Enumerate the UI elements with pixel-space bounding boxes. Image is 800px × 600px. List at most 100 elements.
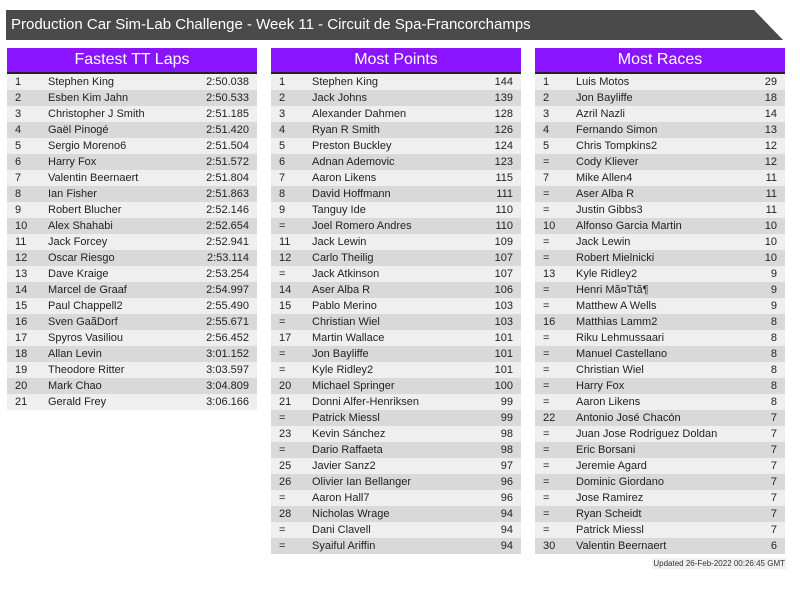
table-row: 2 Jon Bayliffe 18: [535, 90, 785, 106]
table-row: 19 Theodore Ritter 3:03.597: [7, 362, 257, 378]
rank-cell: =: [279, 348, 286, 360]
table-row: 11 Jack Lewin 109: [271, 234, 521, 250]
driver-name-cell: Fernando Simon: [576, 124, 658, 136]
table-row: 20 Michael Springer 100: [271, 378, 521, 394]
driver-name-cell: Christian Wiel: [576, 364, 644, 376]
driver-name-cell: Stephen King: [48, 76, 115, 88]
value-cell: 103: [494, 316, 513, 328]
driver-name-cell: Sergio Moreno6: [48, 140, 127, 152]
rank-cell: 17: [15, 332, 28, 344]
driver-name-cell: Aser Alba R: [312, 284, 371, 296]
table-row: 16 Sven GaãDorf 2:55.671: [7, 314, 257, 330]
value-cell: 110: [495, 220, 513, 232]
table-header: Most Races: [535, 48, 785, 74]
table-row: = Harry Fox 8: [535, 378, 785, 394]
rank-cell: 7: [543, 172, 550, 184]
rank-cell: =: [543, 492, 550, 504]
driver-name-cell: Alfonso Garcia Martin: [576, 220, 682, 232]
rank-cell: =: [543, 188, 550, 200]
table-row: 25 Javier Sanz2 97: [271, 458, 521, 474]
table-row: = Dani Clavell 94: [271, 522, 521, 538]
rank-cell: =: [279, 268, 286, 280]
rank-cell: 10: [543, 220, 556, 232]
rank-cell: =: [279, 316, 286, 328]
value-cell: 10: [764, 236, 777, 248]
value-cell: 29: [764, 76, 777, 88]
value-cell: 7: [770, 444, 777, 456]
rank-cell: =: [543, 428, 550, 440]
rank-cell: =: [543, 236, 550, 248]
rank-cell: 28: [279, 508, 292, 520]
driver-name-cell: Justin Gibbs3: [576, 204, 643, 216]
table-row: 2 Jack Johns 139: [271, 90, 521, 106]
table-row: 18 Allan Levin 3:01.152: [7, 346, 257, 362]
value-cell: 110: [495, 204, 513, 216]
value-cell: 111: [496, 188, 513, 200]
table-row: = Dominic Giordano 7: [535, 474, 785, 490]
table-row: = Christian Wiel 103: [271, 314, 521, 330]
rank-cell: 25: [279, 460, 292, 472]
table-row: = Christian Wiel 8: [535, 362, 785, 378]
table-row: 17 Spyros Vasiliou 2:56.452: [7, 330, 257, 346]
value-cell: 2:55.490: [206, 300, 249, 312]
driver-name-cell: Jeremie Agard: [576, 460, 647, 472]
rank-cell: =: [279, 412, 286, 424]
value-cell: 10: [764, 252, 777, 264]
driver-name-cell: Oscar Riesgo: [48, 252, 115, 264]
table-row: 17 Martin Wallace 101: [271, 330, 521, 346]
driver-name-cell: Ian Fisher: [48, 188, 97, 200]
driver-name-cell: Kyle Ridley2: [312, 364, 374, 376]
table-row: = Jack Atkinson 107: [271, 266, 521, 282]
value-cell: 7: [770, 476, 777, 488]
driver-name-cell: Kevin Sánchez: [312, 428, 386, 440]
table-row: = Jon Bayliffe 101: [271, 346, 521, 362]
driver-name-cell: Ryan R Smith: [312, 124, 380, 136]
table-row: 3 Alexander Dahmen 128: [271, 106, 521, 122]
value-cell: 99: [500, 396, 513, 408]
value-cell: 139: [494, 92, 513, 104]
value-cell: 9: [770, 268, 777, 280]
rank-cell: 3: [543, 108, 550, 120]
table-row: 1 Stephen King 144: [271, 74, 521, 90]
value-cell: 107: [494, 252, 513, 264]
value-cell: 96: [500, 492, 513, 504]
value-cell: 115: [495, 172, 513, 184]
value-cell: 2:54.997: [206, 284, 249, 296]
rank-cell: =: [543, 348, 550, 360]
driver-name-cell: Michael Springer: [312, 380, 395, 392]
table-row: 7 Valentin Beernaert 2:51.804: [7, 170, 257, 186]
driver-name-cell: Dario Raffaeta: [312, 444, 383, 456]
value-cell: 2:51.572: [206, 156, 249, 168]
value-cell: 3:06.166: [206, 396, 249, 408]
rank-cell: 9: [15, 204, 22, 216]
value-cell: 96: [500, 476, 513, 488]
table-row: 5 Preston Buckley 124: [271, 138, 521, 154]
driver-name-cell: Sven GaãDorf: [48, 316, 118, 328]
rank-cell: 4: [543, 124, 550, 136]
rank-cell: 11: [15, 236, 27, 248]
value-cell: 94: [500, 540, 513, 552]
rank-cell: 2: [543, 92, 550, 104]
table-row: 14 Aser Alba R 106: [271, 282, 521, 298]
table-row: 4 Fernando Simon 13: [535, 122, 785, 138]
driver-name-cell: Pablo Merino: [312, 300, 377, 312]
table-row: 7 Mike Allen4 11: [535, 170, 785, 186]
value-cell: 3:01.152: [206, 348, 249, 360]
value-cell: 11: [765, 172, 777, 184]
rank-cell: =: [279, 364, 286, 376]
table-row: 11 Jack Forcey 2:52.941: [7, 234, 257, 250]
rank-cell: 18: [15, 348, 28, 360]
table-row: = Kyle Ridley2 101: [271, 362, 521, 378]
rank-cell: =: [543, 332, 550, 344]
table-row: 8 Ian Fisher 2:51.863: [7, 186, 257, 202]
rank-cell: 2: [15, 92, 22, 104]
rank-cell: =: [279, 492, 286, 504]
rank-cell: =: [543, 300, 550, 312]
value-cell: 2:50.533: [206, 92, 249, 104]
rank-cell: 20: [279, 380, 292, 392]
value-cell: 9: [770, 284, 777, 296]
value-cell: 7: [770, 412, 777, 424]
driver-name-cell: Theodore Ritter: [48, 364, 125, 376]
rank-cell: 30: [543, 540, 556, 552]
driver-name-cell: Martin Wallace: [312, 332, 385, 344]
